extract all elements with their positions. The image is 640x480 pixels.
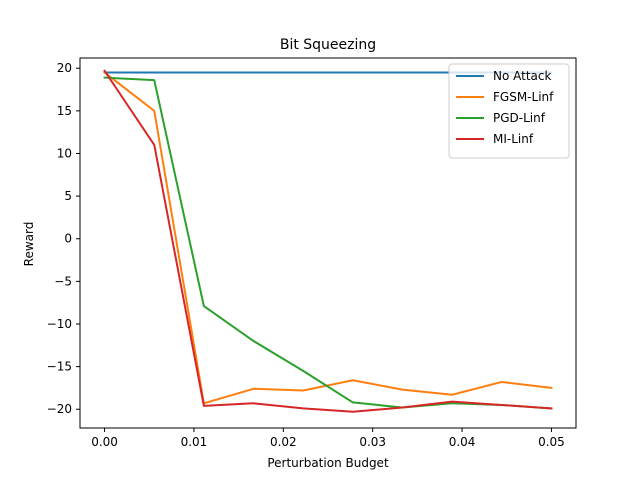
y-tick-label: −15 [47,360,72,374]
legend: No Attack FGSM-Linf PGD-Linf MI-Linf [448,63,570,159]
y-axis-label: Reward [22,222,36,267]
y-tick-label: 15 [57,104,72,118]
y-tick-label: −5 [54,274,72,288]
x-tick-label: 0.03 [359,435,386,449]
y-tick-label: 20 [57,61,72,75]
legend-box [448,63,570,159]
y-ticks: 20 15 10 5 0 −5 −10 −15 −20 [47,61,80,416]
x-tick-label: 0.00 [91,435,118,449]
x-tick-label: 0.05 [538,435,565,449]
x-tick-label: 0.04 [449,435,476,449]
x-axis-label: Perturbation Budget [267,456,389,470]
y-tick-label: 10 [57,146,72,160]
y-tick-label: 5 [64,189,72,203]
series-line-fgsm-linf [103,71,553,405]
y-tick-label: 0 [64,232,72,246]
series-line-mi-linf [103,69,553,413]
chart-title: Bit Squeezing [280,37,376,53]
x-tick-label: 0.01 [181,435,208,449]
legend-label-fgsm-linf: FGSM-Linf [493,90,554,104]
y-tick-label: −20 [47,402,72,416]
legend-label-pgd-linf: PGD-Linf [493,111,546,125]
y-tick-label: −10 [47,317,72,331]
legend-label-mi-linf: MI-Linf [493,132,534,146]
axes-frame [79,57,577,429]
legend-label-no-attack: No Attack [493,69,551,83]
plot-lines [103,69,553,413]
x-tick-label: 0.02 [270,435,297,449]
axes [79,57,577,429]
x-ticks: 0.00 0.01 0.02 0.03 0.04 0.05 [91,428,565,449]
